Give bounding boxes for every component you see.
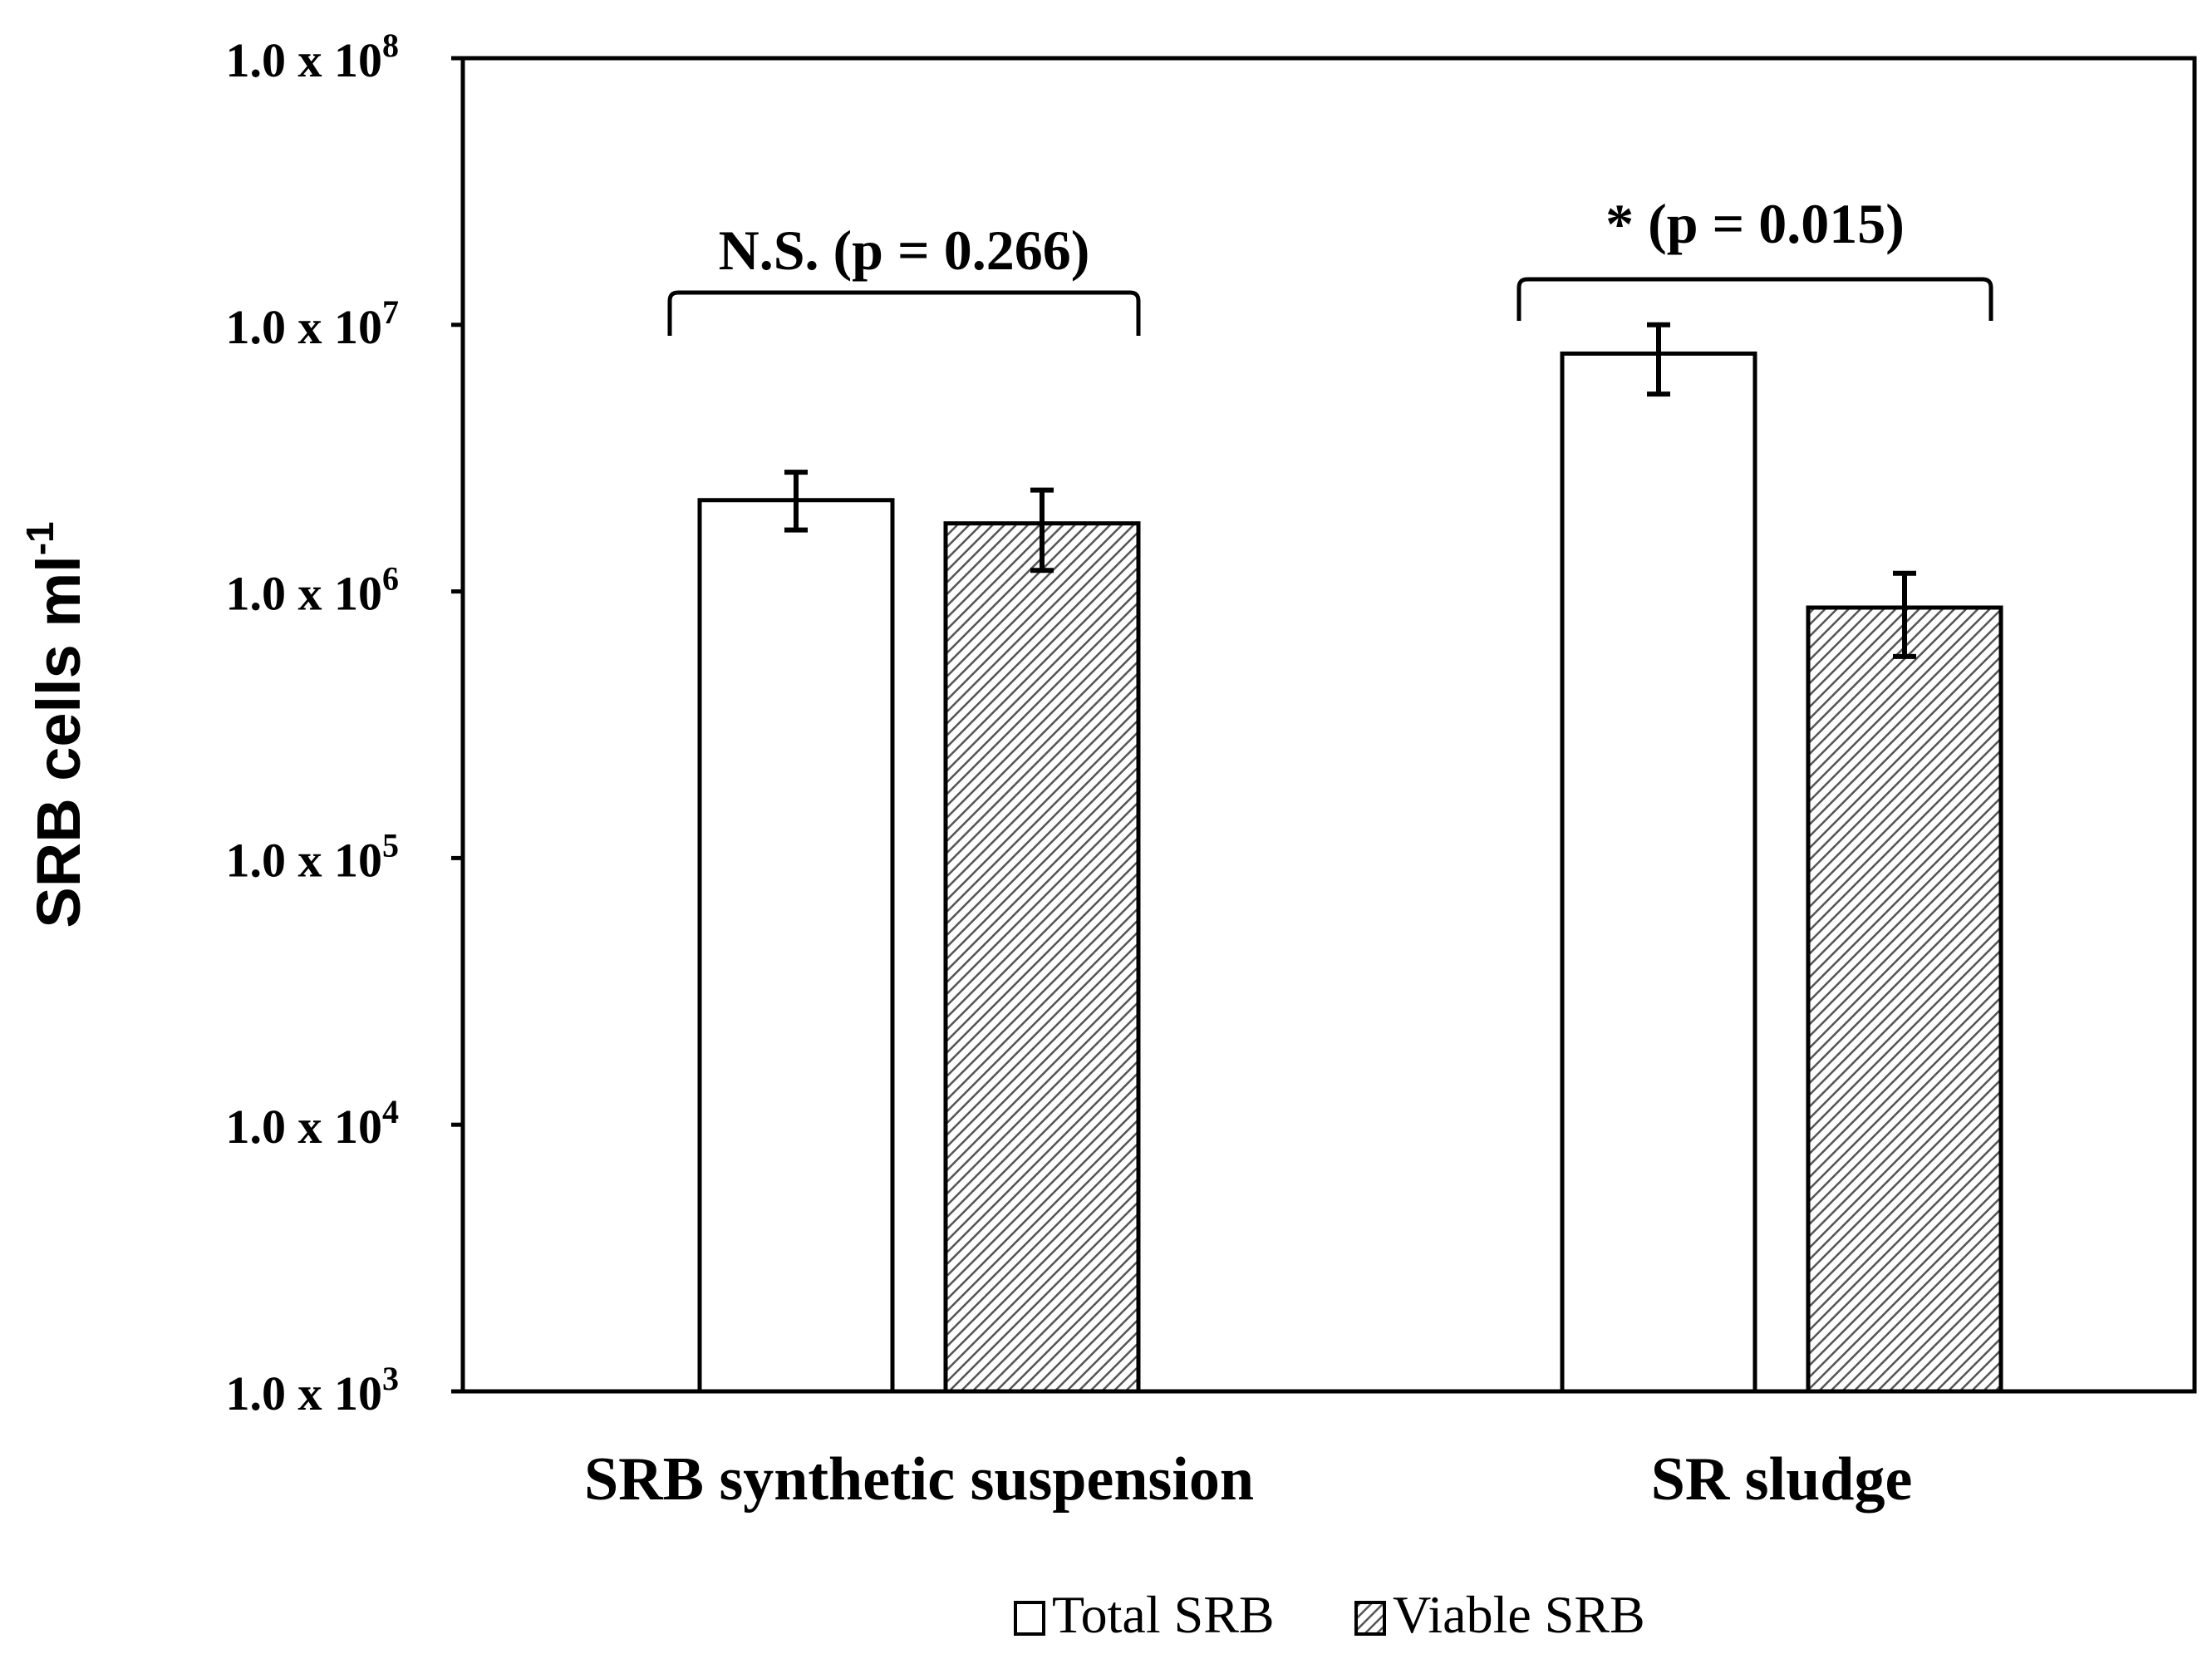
legend-swatch-total-srb (1014, 1601, 1045, 1636)
y-tick-label: 1.0 x 108 (226, 27, 400, 87)
legend-label-viable-srb: Viable SRB (1393, 1585, 1645, 1644)
significance-label: N.S. (p = 0.266) (719, 219, 1090, 282)
legend-label-total-srb: Total SRB (1052, 1585, 1275, 1644)
y-axis-title-text: SRB cells ml (24, 555, 93, 928)
y-axis-title-superscript: -1 (18, 521, 61, 555)
error-bar-viable-srb-0 (1030, 487, 1054, 573)
x-category-label: SRB synthetic suspension (584, 1445, 1254, 1514)
error-bar-total-srb-1 (1647, 322, 1670, 397)
y-tick-mantissa: 1.0 x 10 (226, 33, 383, 87)
y-tick-label: 1.0 x 107 (226, 293, 400, 354)
y-tick-mantissa: 1.0 x 10 (226, 567, 383, 621)
y-tick-label: 1.0 x 106 (226, 560, 400, 621)
bar-viable-srb-1 (1806, 605, 2003, 1394)
y-tick-exponent: 4 (382, 1093, 399, 1130)
x-category-label: SR sludge (1651, 1445, 1913, 1514)
y-tick-label: 1.0 x 105 (226, 826, 400, 887)
y-tick-exponent: 8 (382, 27, 399, 64)
y-tick-mantissa: 1.0 x 10 (226, 1100, 383, 1154)
significance-label: * (p = 0.015) (1605, 192, 1905, 255)
significance-bracket: * (p = 0.015) (1516, 192, 1993, 321)
y-tick-label: 1.0 x 103 (226, 1360, 400, 1420)
y-tick-mantissa: 1.0 x 10 (226, 300, 383, 354)
y-tick-exponent: 7 (382, 293, 399, 331)
legend-swatch-viable-srb (1354, 1601, 1386, 1636)
y-tick-mantissa: 1.0 x 10 (226, 1366, 383, 1420)
bar-total-srb-0 (697, 498, 895, 1394)
bar-viable-srb-0 (943, 521, 1141, 1394)
plot-area-frame (460, 56, 2197, 1394)
y-tick-mantissa: 1.0 x 10 (226, 833, 383, 887)
y-tick-exponent: 6 (382, 560, 399, 598)
y-axis-title: SRB cells ml-1 (18, 521, 93, 928)
legend: Total SRB Viable SRB (1014, 1585, 1645, 1644)
bar-total-srb-1 (1560, 351, 1757, 1394)
y-tick-label: 1.0 x 104 (226, 1093, 400, 1154)
y-tick-exponent: 3 (382, 1360, 399, 1397)
error-bar-viable-srb-1 (1893, 570, 1916, 659)
significance-bracket: N.S. (p = 0.266) (667, 219, 1141, 336)
error-bar-total-srb-0 (784, 470, 808, 533)
y-tick-exponent: 5 (382, 826, 399, 864)
